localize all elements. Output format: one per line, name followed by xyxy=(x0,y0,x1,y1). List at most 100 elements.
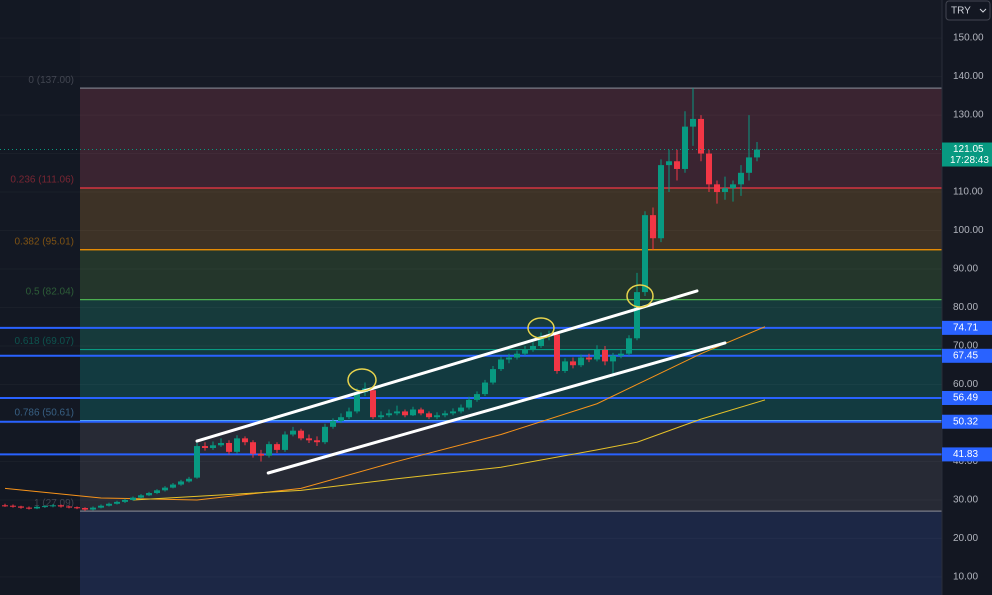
currency-box[interactable] xyxy=(945,0,991,21)
candle-body xyxy=(298,430,304,439)
candle-body xyxy=(402,411,408,416)
level-label-box xyxy=(942,320,992,335)
level-label: 50.32 xyxy=(953,416,978,427)
candle-body xyxy=(418,409,424,414)
candle-body xyxy=(210,445,216,448)
candle-body xyxy=(258,453,264,456)
candle-body xyxy=(50,505,56,507)
candle-body xyxy=(698,118,704,154)
chevron[interactable] xyxy=(979,8,987,13)
last-price-label: 121.05 xyxy=(953,144,984,155)
candle-body xyxy=(482,382,488,395)
candle-body xyxy=(658,165,664,239)
moving-average xyxy=(132,399,766,501)
candle-body xyxy=(266,444,272,456)
candle-body xyxy=(458,407,464,412)
fib-zone xyxy=(80,299,942,350)
candle-body xyxy=(594,349,600,360)
candle-body xyxy=(578,357,584,366)
candle-body xyxy=(570,361,576,366)
candle-body xyxy=(730,184,736,189)
y-tick-label: 20.00 xyxy=(953,533,978,544)
level-label-box xyxy=(942,414,992,429)
fib-zone xyxy=(80,187,942,250)
candle-body xyxy=(642,215,648,293)
candle-body xyxy=(114,501,120,504)
candle-body xyxy=(26,507,32,509)
candle-body xyxy=(90,507,96,510)
candle-body xyxy=(282,434,288,450)
candle-body xyxy=(690,118,696,127)
candle-body xyxy=(490,369,496,383)
candle-body xyxy=(66,506,72,508)
y-tick-label: 40.00 xyxy=(953,456,978,467)
candle-body xyxy=(10,505,16,507)
currency-button[interactable]: TRY xyxy=(945,0,991,21)
y-tick-label: 10.00 xyxy=(953,572,978,583)
candle-body xyxy=(250,442,256,454)
highlight-circle xyxy=(527,317,555,339)
candle-body xyxy=(346,411,352,418)
candle-body xyxy=(290,430,296,435)
candle-body xyxy=(434,415,440,418)
countdown-label: 17:28:43 xyxy=(950,155,989,166)
fib-zone xyxy=(80,88,942,188)
candle-body xyxy=(634,292,640,339)
candle-body xyxy=(274,444,280,450)
candle-body xyxy=(610,355,616,362)
candle-body xyxy=(754,149,760,158)
candle-body xyxy=(410,409,416,416)
candle-body xyxy=(58,505,64,507)
candle-body xyxy=(738,172,744,185)
highlight-circle xyxy=(347,368,377,392)
level-label: 67.45 xyxy=(953,350,978,361)
candle-body xyxy=(186,478,192,482)
candle-body xyxy=(178,481,184,485)
candle-body xyxy=(242,438,248,443)
currency-label[interactable]: TRY xyxy=(951,6,971,17)
candle-body xyxy=(378,415,384,418)
candle-body xyxy=(626,338,632,354)
candle-body xyxy=(386,413,392,416)
candle-body xyxy=(682,126,688,169)
y-tick-label: 130.00 xyxy=(953,110,984,121)
candle-body xyxy=(106,503,112,506)
candle-body xyxy=(226,442,232,452)
left-shade xyxy=(0,0,80,595)
candle-body xyxy=(154,490,160,494)
candle-body xyxy=(586,357,592,360)
candle-body xyxy=(450,411,456,414)
candle-body xyxy=(82,508,88,510)
level-label: 74.71 xyxy=(953,323,978,334)
y-tick-label: 90.00 xyxy=(953,264,978,275)
candle-body xyxy=(666,161,672,166)
y-tick-label: 100.00 xyxy=(953,225,984,236)
fib-zone xyxy=(80,511,942,595)
level-label-box xyxy=(942,447,992,462)
candle-body xyxy=(322,426,328,443)
candle-body xyxy=(370,390,376,418)
candle-body xyxy=(674,161,680,169)
candle-body xyxy=(530,345,536,350)
candle-body xyxy=(146,493,152,496)
y-tick-label: 80.00 xyxy=(953,302,978,313)
candle-body xyxy=(130,497,136,500)
candle-body xyxy=(714,184,720,193)
candle-body xyxy=(330,421,336,427)
trendline xyxy=(266,341,727,475)
candle-body xyxy=(194,446,200,478)
candle-body xyxy=(554,334,560,372)
fib-zone xyxy=(80,349,942,421)
candle-body xyxy=(170,484,176,488)
y-tick-label: 30.00 xyxy=(953,495,978,506)
candle-body xyxy=(706,153,712,185)
candle-body xyxy=(746,157,752,173)
candle-body xyxy=(98,505,104,508)
candle-body xyxy=(538,336,544,346)
candle-body xyxy=(234,438,240,452)
y-tick-label: 70.00 xyxy=(953,341,978,352)
candle-body xyxy=(122,499,128,502)
candle-body xyxy=(162,487,168,491)
candle-body xyxy=(138,495,144,498)
